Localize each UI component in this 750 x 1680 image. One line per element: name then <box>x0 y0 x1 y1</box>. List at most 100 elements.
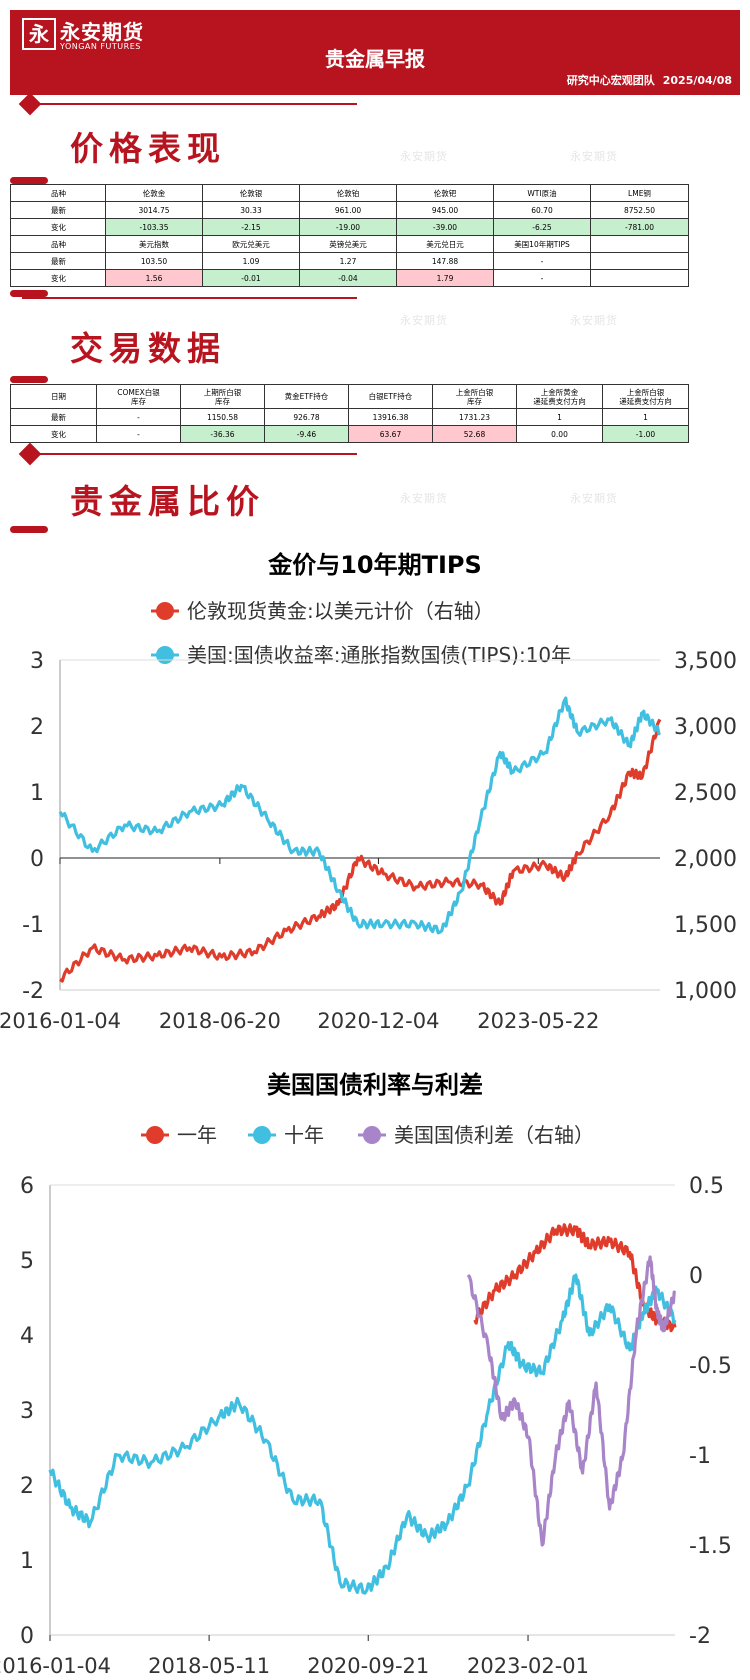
y-left-tick-label: 0 <box>20 1624 34 1649</box>
table-cell: 变化 <box>10 425 97 443</box>
report-title: 贵金属早报 <box>325 47 425 71</box>
x-tick-label: 2018-06-20 <box>159 1009 281 1033</box>
table-cell: - <box>493 252 591 270</box>
series-line <box>59 718 662 983</box>
series-line <box>48 1273 677 1595</box>
table-cell: WTI原油 <box>493 184 591 202</box>
table-cell: 103.50 <box>105 252 203 270</box>
x-tick-label: 2023-05-22 <box>477 1009 599 1033</box>
table-cell: 最新 <box>10 252 106 270</box>
table-cell: 品种 <box>10 184 106 202</box>
y-left-tick-label: 6 <box>20 1174 34 1199</box>
series-line <box>58 696 662 935</box>
chart-title: 金价与10年期TIPS <box>268 551 482 579</box>
table-cell: 伦敦钯 <box>396 184 494 202</box>
table-cell: -19.00 <box>299 218 397 236</box>
table-cell: 英镑兑美元 <box>299 235 397 253</box>
legend-marker <box>156 602 174 620</box>
y-left-tick-label: 2 <box>20 1474 34 1499</box>
section-underline <box>10 376 48 383</box>
table-row: 变化 -103.35 -2.15 -19.00 -39.00 -6.25 -78… <box>10 218 689 236</box>
table-cell: 美国10年期TIPS <box>493 235 591 253</box>
y-right-tick-label: -1.5 <box>689 1534 732 1559</box>
table-cell: 变化 <box>10 218 106 236</box>
table-cell: 美元指数 <box>105 235 203 253</box>
treasury-yield-chart: 一年 十年 美国国债利差（右轴） 0 1 2 3 4 5 6 -2 -1.5 -1 -0.5 0 0.5 201… <box>0 1123 732 1678</box>
legend-label: 十年 <box>284 1123 324 1147</box>
y-left-tick-label: 0 <box>30 847 44 872</box>
x-tick-label: 2023-02-01 <box>467 1654 589 1678</box>
logo-icon: 永 <box>22 18 56 50</box>
table-cell: 63.67 <box>348 425 433 443</box>
y-right-tick-label: 1,000 <box>674 979 737 1004</box>
x-tick-label: 2016-01-04 <box>0 1654 111 1678</box>
table-cell: -781.00 <box>590 218 689 236</box>
table-cell: -39.00 <box>396 218 494 236</box>
table-row: 变化 1.56 -0.01 -0.04 1.79 - <box>10 269 689 287</box>
section-title-price: 价格表现 <box>70 129 226 168</box>
table-header-row: 日期 COMEX白银 库存 上期所白银 库存 黄金ETF持仓 白银ETF持仓 上… <box>10 384 689 409</box>
table-cell: 8752.50 <box>590 201 689 219</box>
table-row: 品种 美元指数 欧元兑美元 英镑兑美元 美元兑日元 美国10年期TIPS <box>10 235 689 253</box>
y-left-tick-label: 4 <box>20 1324 34 1349</box>
table-cell: -2.15 <box>202 218 300 236</box>
table-header-cell: 上期所白银 库存 <box>180 384 265 409</box>
table-cell: 52.68 <box>432 425 517 443</box>
table-cell <box>590 252 689 270</box>
y-left-tick-label: 3 <box>20 1399 34 1424</box>
y-right-tick-label: 3,000 <box>674 715 737 740</box>
table-cell: 伦敦银 <box>202 184 300 202</box>
legend-label: 伦敦现货黄金:以美元计价（右轴） <box>187 599 494 623</box>
x-tick-label: 2016-01-04 <box>0 1009 121 1033</box>
table-cell: 1150.58 <box>180 408 265 426</box>
table-cell: -103.35 <box>105 218 203 236</box>
table-cell: -0.04 <box>299 269 397 287</box>
table-header-cell: 黄金ETF持仓 <box>264 384 349 409</box>
series-line <box>466 1255 677 1547</box>
watermark: 永安期货 <box>570 150 618 163</box>
table-cell: 伦敦铂 <box>299 184 397 202</box>
table-header-cell: 上金所黄金 递延费支付方向 <box>516 384 603 409</box>
table-header-cell: 上金所白银 递延费支付方向 <box>602 384 689 409</box>
table-cell: 最新 <box>10 408 97 426</box>
table-cell <box>590 269 689 287</box>
y-left-tick-label: 3 <box>30 649 44 674</box>
y-right-tick-label: 1,500 <box>674 913 737 938</box>
y-right-tick-label: 2,500 <box>674 781 737 806</box>
y-right-tick-label: 0 <box>689 1264 703 1289</box>
y-left-tick-label: -1 <box>22 913 44 938</box>
table-cell: -36.36 <box>180 425 265 443</box>
table-cell: 1 <box>516 408 603 426</box>
table-row: 最新 - 1150.58 926.78 13916.38 1731.23 1 1 <box>10 408 689 426</box>
table-row: 变化 - -36.36 -9.46 63.67 52.68 0.00 -1.00 <box>10 425 689 443</box>
y-left-tick-label: 1 <box>30 781 44 806</box>
x-tick-label: 2020-12-04 <box>317 1009 439 1033</box>
table-cell: -1.00 <box>602 425 689 443</box>
section-divider <box>22 297 357 299</box>
y-right-tick-label: -0.5 <box>689 1354 732 1379</box>
gold-tips-chart: 伦敦现货黄金:以美元计价（右轴） 美国:国债收益率:通胀指数国债(TIPS):10… <box>0 599 737 1033</box>
y-right-tick-label: 0.5 <box>689 1174 724 1199</box>
section-underline <box>10 290 48 297</box>
section-divider <box>22 453 357 455</box>
table-header-cell: 日期 <box>10 384 97 409</box>
table-cell: 伦敦金 <box>105 184 203 202</box>
table-cell: 961.00 <box>299 201 397 219</box>
table-row: 品种 伦敦金 伦敦银 伦敦铂 伦敦钯 WTI原油 LME铜 <box>10 184 689 202</box>
y-left-tick-label: 2 <box>30 715 44 740</box>
x-tick-label: 2020-09-21 <box>307 1654 429 1678</box>
report-byline: 研究中心宏观团队 2025/04/08 <box>567 72 732 88</box>
watermark: 永安期货 <box>570 314 618 327</box>
table-cell: 1 <box>602 408 689 426</box>
section-divider <box>22 103 357 105</box>
table-cell: 945.00 <box>396 201 494 219</box>
table-cell: 30.33 <box>202 201 300 219</box>
report-header: 永 永安期货 YONGAN FUTURES 贵金属早报 研究中心宏观团队 2025… <box>10 10 740 95</box>
table-cell: 美元兑日元 <box>396 235 494 253</box>
table-cell: 品种 <box>10 235 106 253</box>
table-cell: - <box>96 408 181 426</box>
table-cell: 1.09 <box>202 252 300 270</box>
table-cell: 13916.38 <box>348 408 433 426</box>
y-right-tick-label: -2 <box>689 1624 711 1649</box>
y-left-tick-label: 1 <box>20 1549 34 1574</box>
